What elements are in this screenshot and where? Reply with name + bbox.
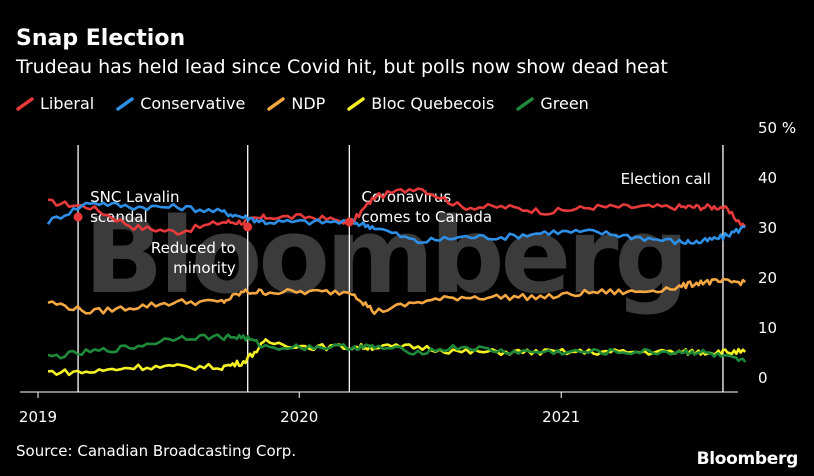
y-tick-label: 50 % [758,119,796,137]
legend-item: Liberal [16,94,94,113]
y-tick-label: 30 [758,219,777,237]
chart-title: Snap Election [16,26,186,51]
legend-label: Conservative [140,94,246,113]
annotation-label: comes to Canada [361,208,492,226]
event-marker [73,212,83,222]
event-marker [344,217,354,227]
legend-item: Conservative [116,94,245,113]
x-tick-label: 2021 [542,408,580,426]
legend-label: NDP [291,94,326,113]
y-tick-label: 0 [758,369,768,387]
y-tick-label: 20 [758,269,777,287]
series-line-conservative [46,201,746,246]
legend-swatch-icon [16,96,34,111]
series-line-ndp [47,277,747,315]
legend-label: Green [540,94,589,113]
annotation-label: Election call [621,170,711,188]
annotation-label: Coronavirus [361,188,451,206]
series-line-green [47,333,747,363]
legend-label: Liberal [40,94,95,113]
legend-item: NDP [267,94,325,113]
legend-swatch-icon [116,96,134,111]
source-note: Source: Canadian Broadcasting Corp. [16,442,297,460]
y-tick-label: 40 [758,169,777,187]
legend-swatch-icon [267,96,286,111]
legend-item: Bloc Quebecois [347,94,494,113]
x-tick-label: 2020 [280,408,318,426]
chart-subtitle: Trudeau has held lead since Covid hit, b… [16,56,668,78]
legend: Liberal Conservative NDP Bloc Quebecois Gree… [16,94,589,113]
bloomberg-watermark: Bloomberg [84,195,685,317]
legend-label: Bloc Quebecois [371,94,495,113]
annotation-label: scandal [90,208,148,226]
series-line-liberal [47,187,747,236]
legend-swatch-icon [347,96,366,111]
series-line-bloc-quebecois [47,338,747,377]
legend-item: Green [516,94,589,113]
annotation-label: Reduced to [151,239,236,257]
brand-logo: Bloomberg [696,449,799,469]
annotation-label: SNC Lavalin [90,188,179,206]
annotation-label: minority [173,259,236,277]
y-tick-label: 10 [758,319,777,337]
legend-swatch-icon [516,96,535,111]
event-marker [243,222,253,232]
x-tick-label: 2019 [19,408,57,426]
